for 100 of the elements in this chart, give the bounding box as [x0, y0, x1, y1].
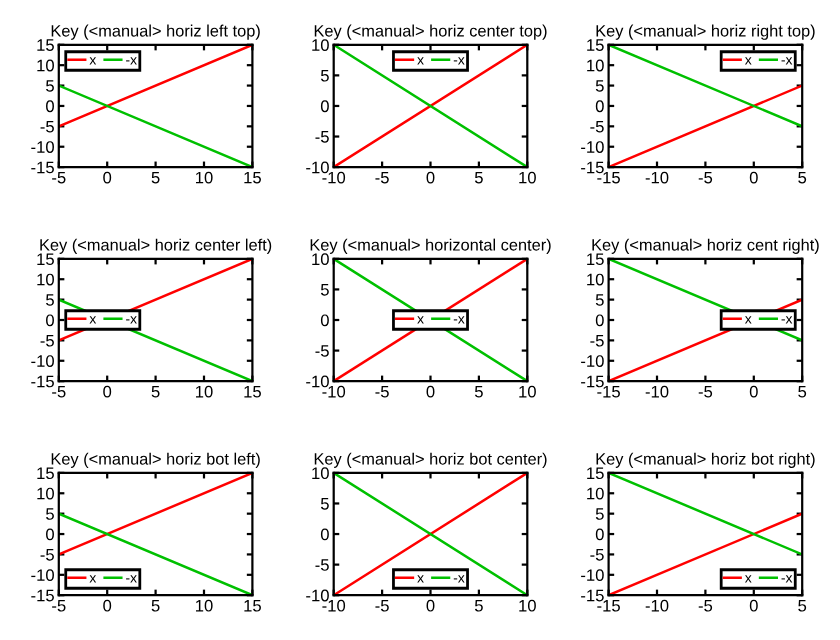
x-tick-label: 5	[151, 171, 160, 184]
y-tick-label: -10	[306, 589, 329, 602]
chart-title: Key (<manual> horiz left top)	[51, 24, 260, 40]
x-tick-label: 0	[103, 599, 112, 612]
y-tick-label: 0	[46, 100, 54, 113]
y-tick-label: 5	[46, 508, 54, 520]
y-tick-label: 0	[46, 314, 54, 327]
x-tick-label: 5	[151, 599, 160, 612]
x-tick-label: -10	[645, 171, 669, 184]
y-tick-label: 15	[587, 39, 604, 51]
y-tick-label: 5	[320, 69, 329, 82]
y-tick-label: 5	[595, 294, 604, 306]
x-tick-label: 5	[798, 599, 807, 612]
chart-title: Key (<manual> horiz center top)	[314, 24, 547, 40]
chart-title: Key (<manual> horiz bot right)	[596, 452, 815, 468]
y-tick-label: -5	[590, 549, 604, 561]
x-tick-label: 0	[103, 385, 112, 398]
y-tick-label: 5	[320, 284, 329, 296]
x-tick-label: 0	[426, 171, 435, 184]
y-tick-label: -15	[31, 161, 54, 174]
y-tick-label: -10	[31, 355, 54, 367]
y-tick-label: 10	[587, 59, 604, 72]
y-tick-label: -5	[40, 549, 54, 561]
y-tick-label: 10	[37, 487, 54, 500]
x-tick-label: 5	[474, 385, 483, 398]
y-tick-label: 5	[595, 80, 604, 92]
y-tick-label: -15	[581, 161, 604, 174]
y-tick-label: -10	[31, 569, 54, 582]
y-tick-label: -10	[581, 141, 604, 153]
y-tick-label: -5	[315, 345, 329, 357]
y-tick-label: -10	[31, 141, 54, 153]
x-tick-label: 5	[474, 599, 483, 612]
y-tick-label: -5	[40, 334, 54, 347]
y-tick-label: -15	[581, 375, 604, 388]
x-tick-label: -10	[645, 385, 669, 398]
y-tick-label: -5	[315, 559, 329, 571]
y-tick-label: 15	[587, 253, 604, 266]
x-tick-label: 10	[519, 599, 536, 612]
y-tick-label: -15	[31, 589, 54, 602]
y-tick-label: 5	[320, 498, 329, 510]
y-tick-label: -15	[31, 375, 54, 388]
y-tick-label: 10	[37, 59, 54, 72]
y-tick-label: 5	[46, 80, 54, 92]
y-tick-label: -10	[581, 355, 604, 367]
y-tick-label: 10	[37, 273, 54, 286]
x-tick-label: 0	[749, 599, 758, 612]
y-tick-label: 0	[595, 528, 604, 541]
y-tick-label: 10	[312, 467, 329, 480]
x-tick-label: 15	[244, 599, 261, 612]
x-tick-label: -5	[698, 599, 713, 612]
y-tick-label: 5	[595, 508, 604, 520]
chart-title: Key (<manual> horizontal center)	[310, 238, 551, 254]
y-tick-label: -5	[315, 131, 329, 143]
x-tick-label: 15	[244, 385, 261, 398]
y-tick-label: -5	[40, 120, 54, 133]
x-tick-label: -5	[375, 599, 389, 612]
x-tick-label: 0	[426, 599, 435, 612]
chart-title: Key (<manual> horiz bot center)	[314, 452, 547, 468]
y-tick-label: -5	[590, 120, 604, 133]
chart-title: Key (<manual> horiz cent right)	[592, 238, 819, 254]
x-tick-label: -5	[698, 171, 713, 184]
x-tick-label: 10	[196, 171, 213, 184]
y-tick-label: -10	[306, 161, 329, 174]
y-tick-label: -10	[581, 569, 604, 582]
x-tick-label: 5	[798, 171, 807, 184]
y-tick-label: -10	[306, 375, 329, 388]
y-tick-label: 10	[312, 39, 329, 51]
x-tick-label: -10	[645, 599, 669, 612]
y-tick-label: 5	[46, 294, 54, 306]
y-tick-label: 0	[46, 528, 54, 541]
y-tick-label: 15	[37, 467, 54, 480]
y-tick-label: 15	[37, 253, 54, 266]
x-tick-label: 0	[426, 385, 435, 398]
y-tick-label: 10	[587, 273, 604, 286]
y-tick-label: -15	[581, 589, 604, 602]
x-tick-label: 15	[244, 171, 261, 184]
x-tick-label: 10	[519, 385, 536, 398]
y-tick-label: 10	[587, 487, 604, 500]
x-tick-label: 5	[798, 385, 807, 398]
y-tick-label: 10	[312, 253, 329, 266]
x-tick-label: 0	[103, 171, 112, 184]
x-tick-label: 0	[749, 385, 758, 398]
x-tick-label: 10	[519, 171, 536, 184]
x-tick-label: 10	[196, 599, 213, 612]
y-tick-label: 0	[320, 528, 329, 541]
y-tick-label: 0	[595, 100, 604, 113]
y-tick-label: -5	[590, 334, 604, 347]
chart-title: Key (<manual> horiz right top)	[596, 24, 815, 40]
y-tick-label: 0	[320, 100, 329, 113]
x-tick-label: -5	[698, 385, 713, 398]
x-tick-label: 0	[749, 171, 758, 184]
y-tick-label: 15	[587, 467, 604, 480]
x-tick-label: -5	[375, 171, 389, 184]
x-tick-label: -5	[375, 385, 389, 398]
x-tick-label: 5	[474, 171, 483, 184]
y-tick-label: 0	[595, 314, 604, 327]
x-tick-label: 5	[151, 385, 160, 398]
x-tick-label: 10	[196, 385, 213, 398]
chart-title: Key (<manual> horiz center left)	[40, 238, 272, 254]
y-tick-label: 15	[37, 39, 54, 51]
